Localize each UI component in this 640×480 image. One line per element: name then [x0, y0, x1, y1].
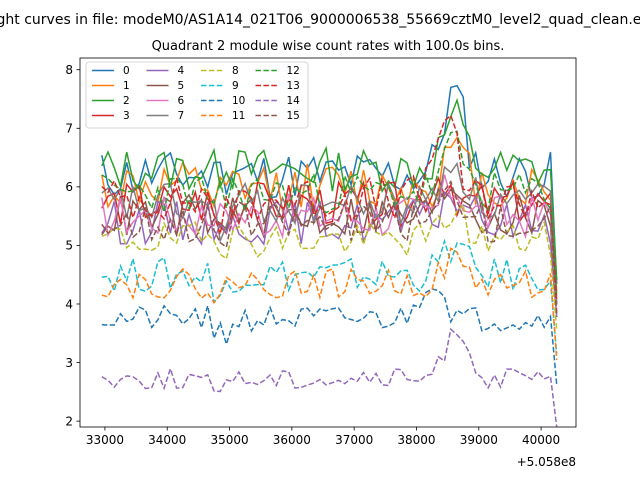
series-line-13 [101, 114, 558, 301]
legend-label: 9 [232, 80, 239, 92]
legend-label: 11 [232, 110, 245, 122]
series-line-2 [101, 97, 558, 281]
legend-label: 14 [287, 95, 301, 107]
y-tick-label: 8 [65, 63, 73, 77]
legend-label: 2 [123, 95, 130, 107]
y-tick-label: 5 [65, 239, 73, 253]
legend-label: 0 [123, 65, 130, 77]
legend-label: 4 [178, 65, 185, 77]
legend-label: 1 [123, 80, 130, 92]
legend-label: 10 [232, 95, 245, 107]
legend-label: 7 [178, 110, 185, 122]
y-tick-label: 7 [65, 122, 73, 136]
x-tick-label: 35000 [210, 433, 248, 447]
y-tick-label: 2 [65, 414, 73, 428]
series-line-9 [101, 238, 558, 354]
series-line-15 [101, 180, 558, 317]
legend-label: 5 [178, 80, 185, 92]
axes-frame [79, 57, 577, 428]
series-line-11 [101, 247, 558, 360]
legend-label: 13 [287, 80, 300, 92]
figure-suptitle: Light curves in file: modeM0/AS1A14_021T… [0, 12, 640, 28]
legend-label: 8 [232, 65, 239, 77]
series-line-10 [101, 288, 558, 385]
x-tick-label: 34000 [148, 433, 186, 447]
x-tick-label: 33000 [86, 433, 124, 447]
legend-label: 12 [287, 65, 300, 77]
series-line-14 [101, 327, 558, 427]
x-tick-label: 38000 [397, 433, 435, 447]
x-tick-label: 36000 [273, 433, 311, 447]
axes: 33000 34000 35000 36000 37000 38000 39000 40000… [65, 57, 577, 447]
legend-label: 15 [287, 110, 300, 122]
y-tick-label: 4 [65, 297, 73, 311]
series-line-7 [101, 161, 558, 305]
x-tick-label: 40000 [522, 433, 560, 447]
x-offset-label: +5.058e8 [517, 455, 576, 469]
series-layer [101, 84, 558, 427]
series-line-8 [101, 203, 558, 330]
series-line-3 [101, 175, 558, 305]
legend-label: 6 [178, 95, 185, 107]
chart-title: Quadrant 2 module wise count rates with … [152, 39, 505, 54]
x-tick-label: 39000 [460, 433, 498, 447]
y-tick-label: 6 [65, 180, 73, 194]
legend-box [85, 61, 309, 129]
y-tick-label: 3 [65, 356, 73, 370]
x-tick-label: 37000 [335, 433, 373, 447]
legend-label: 3 [123, 110, 130, 122]
